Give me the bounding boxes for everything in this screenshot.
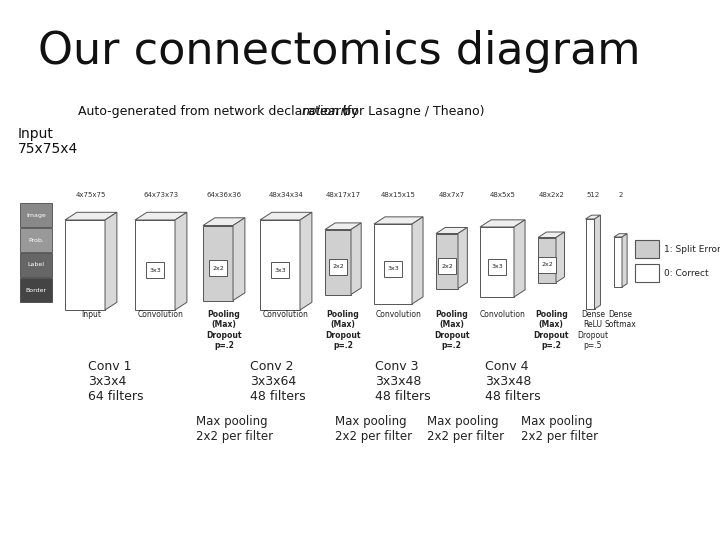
Polygon shape (614, 234, 627, 237)
Polygon shape (538, 232, 564, 238)
Text: 0: Correct: 0: Correct (664, 268, 708, 278)
Text: Max pooling
2x2 per filter: Max pooling 2x2 per filter (521, 415, 598, 443)
Polygon shape (260, 212, 312, 220)
Text: 64x73x73: 64x73x73 (143, 192, 179, 198)
Bar (585, 219, 595, 309)
Text: Conv 4
3x3x48
48 filters: Conv 4 3x3x48 48 filters (485, 360, 541, 403)
Text: 3x3: 3x3 (274, 267, 286, 273)
Polygon shape (585, 215, 600, 219)
Bar (146, 262, 164, 278)
Bar (538, 257, 556, 273)
Polygon shape (203, 218, 245, 226)
Text: Convolution: Convolution (263, 310, 309, 319)
Text: Border: Border (25, 287, 47, 293)
Polygon shape (436, 227, 467, 233)
Text: Input: Input (18, 127, 54, 141)
Text: Convolution: Convolution (138, 310, 184, 319)
Bar (65, 220, 105, 310)
Polygon shape (105, 212, 117, 310)
Polygon shape (135, 212, 187, 220)
Bar (135, 220, 175, 310)
Text: Max pooling
2x2 per filter: Max pooling 2x2 per filter (427, 415, 504, 443)
Bar (438, 258, 456, 274)
Bar (635, 240, 659, 258)
Bar (209, 260, 227, 276)
Bar (325, 230, 351, 294)
Text: Image: Image (26, 213, 46, 218)
Polygon shape (65, 212, 117, 220)
Text: 48x5x5: 48x5x5 (490, 192, 516, 198)
Bar (203, 226, 233, 300)
Text: 48x34x34: 48x34x34 (269, 192, 303, 198)
Polygon shape (412, 217, 423, 304)
Text: Pooling
(Max)
Dropout
p=.2: Pooling (Max) Dropout p=.2 (325, 310, 361, 350)
Text: 3x3: 3x3 (491, 265, 503, 269)
Bar (436, 233, 458, 288)
Text: Max pooling
2x2 per filter: Max pooling 2x2 per filter (196, 415, 273, 443)
Bar (488, 259, 506, 275)
Text: 2x2: 2x2 (332, 265, 344, 269)
Polygon shape (556, 232, 564, 282)
Polygon shape (622, 234, 627, 287)
Text: 512: 512 (586, 192, 600, 198)
Polygon shape (233, 218, 245, 300)
Bar (480, 227, 514, 297)
Text: 3x3: 3x3 (149, 267, 161, 273)
Polygon shape (514, 220, 525, 297)
Text: Convolution: Convolution (480, 310, 526, 319)
Text: 64x36x36: 64x36x36 (207, 192, 241, 198)
Bar (538, 238, 556, 282)
Text: 48x15x15: 48x15x15 (381, 192, 416, 198)
Text: Pooling
(Max)
Dropout
p=.2: Pooling (Max) Dropout p=.2 (434, 310, 469, 350)
Text: Dense
ReLU
Dropout
p=.5: Dense ReLU Dropout p=.5 (577, 310, 608, 350)
Polygon shape (351, 223, 361, 294)
Text: 48x17x17: 48x17x17 (325, 192, 361, 198)
Polygon shape (175, 212, 187, 310)
Text: Pooling
(Max)
Dropout
p=.2: Pooling (Max) Dropout p=.2 (534, 310, 569, 350)
Text: 2x2: 2x2 (212, 266, 224, 271)
Text: Prob.: Prob. (28, 238, 44, 242)
Text: 2x2: 2x2 (441, 264, 453, 268)
Text: Convolution: Convolution (376, 310, 421, 319)
Text: 2: 2 (618, 192, 623, 198)
Polygon shape (458, 227, 467, 288)
Text: 2x2: 2x2 (541, 262, 553, 267)
Polygon shape (480, 220, 525, 227)
Polygon shape (595, 215, 600, 309)
Bar (635, 264, 659, 282)
Polygon shape (325, 223, 361, 230)
Bar (20, 253, 52, 277)
Text: 3x3: 3x3 (387, 267, 399, 272)
Text: Conv 3
3x3x48
48 filters: Conv 3 3x3x48 48 filters (375, 360, 431, 403)
Text: 1: Split Error: 1: Split Error (664, 245, 720, 253)
Bar (614, 237, 622, 287)
Bar (20, 203, 52, 227)
Bar (374, 224, 412, 304)
Bar (329, 259, 347, 275)
Bar (384, 261, 402, 277)
Polygon shape (374, 217, 423, 224)
Bar (20, 228, 52, 252)
Bar (271, 262, 289, 278)
Text: 75x75x4: 75x75x4 (18, 142, 78, 156)
Text: Pooling
(Max)
Dropout
p=.2: Pooling (Max) Dropout p=.2 (206, 310, 242, 350)
Text: Our connectomics diagram: Our connectomics diagram (38, 30, 641, 73)
Text: Dense
Softmax: Dense Softmax (605, 310, 636, 329)
Bar (260, 220, 300, 310)
Text: Auto-generated from network declaration by: Auto-generated from network declaration … (78, 105, 362, 118)
Text: 4x75x75: 4x75x75 (76, 192, 106, 198)
Text: Conv 2
3x3x64
48 filters: Conv 2 3x3x64 48 filters (250, 360, 305, 403)
Text: Max pooling
2x2 per filter: Max pooling 2x2 per filter (335, 415, 412, 443)
Text: (for Lasagne / Theano): (for Lasagne / Theano) (338, 105, 485, 118)
Polygon shape (300, 212, 312, 310)
Text: Input: Input (81, 310, 101, 319)
Bar (20, 278, 52, 302)
Text: 48x7x7: 48x7x7 (438, 192, 464, 198)
Text: nolearn: nolearn (302, 105, 349, 118)
Text: Label: Label (27, 262, 45, 267)
Text: 48x2x2: 48x2x2 (539, 192, 564, 198)
Text: Conv 1
3x3x4
64 filters: Conv 1 3x3x4 64 filters (88, 360, 143, 403)
